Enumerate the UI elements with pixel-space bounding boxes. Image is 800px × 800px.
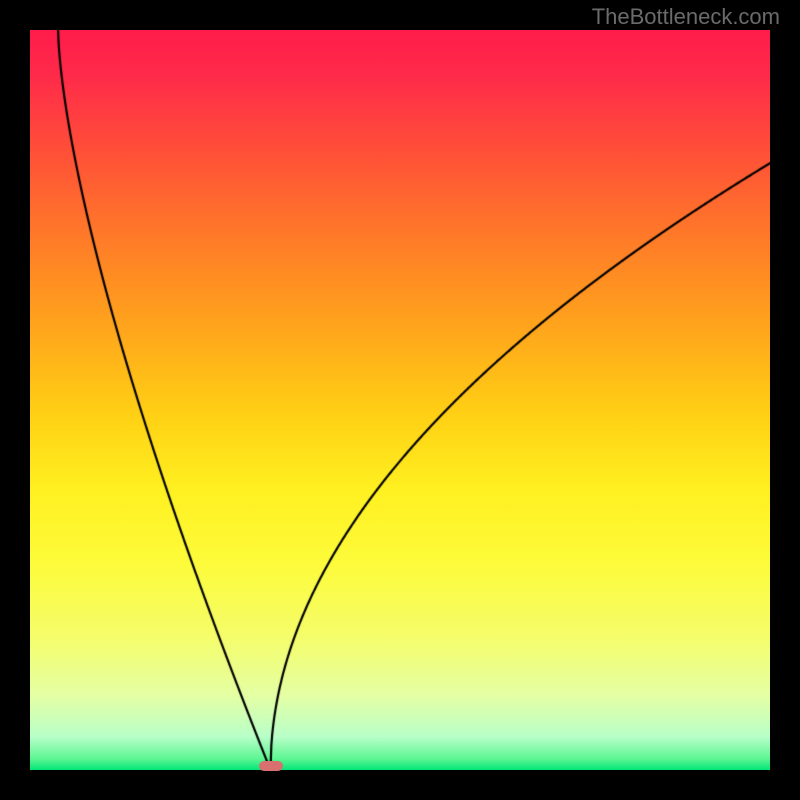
vertex-marker [259,761,283,771]
watermark-text: TheBottleneck.com [592,4,780,30]
plot-area [30,30,770,770]
chart-root: TheBottleneck.com [0,0,800,800]
